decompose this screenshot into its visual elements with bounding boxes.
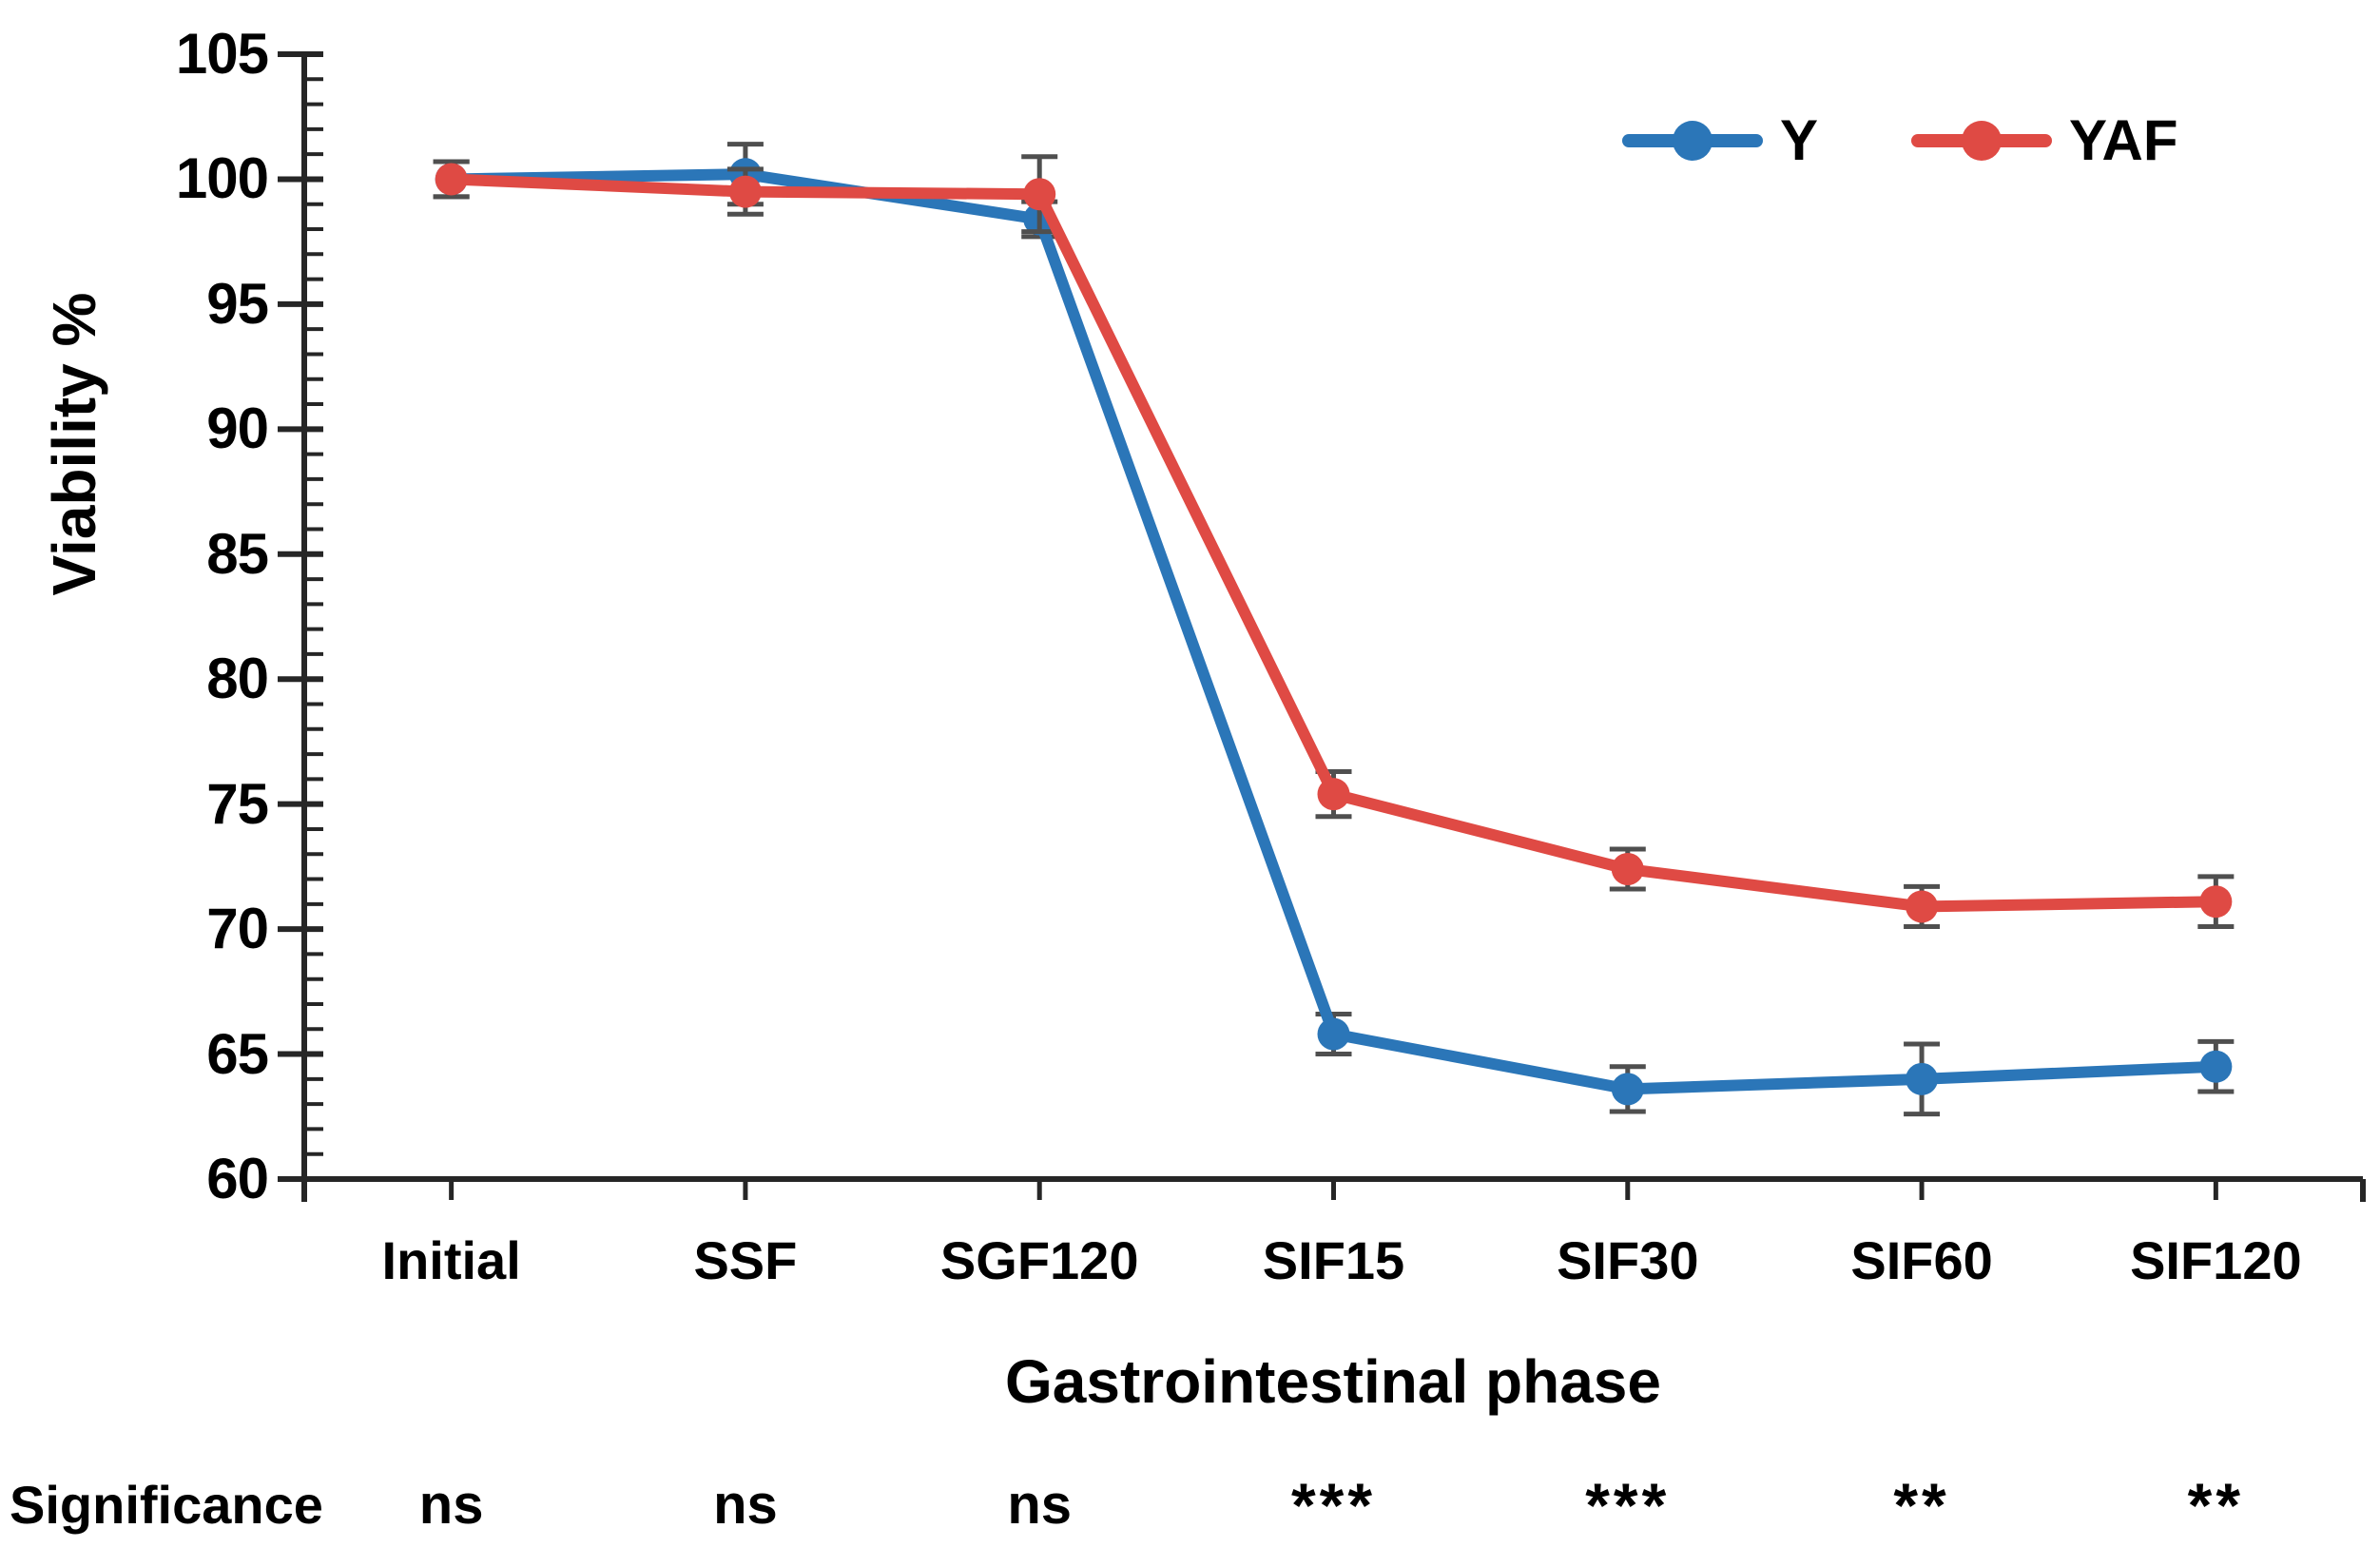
significance-value: ns (418, 1474, 484, 1536)
significance-value: *** (1290, 1470, 1377, 1540)
data-point-y (1317, 1017, 1350, 1051)
y-tick-label: 100 (175, 146, 269, 211)
data-point-y (1611, 1073, 1644, 1106)
data-point-y (1906, 1062, 1939, 1095)
x-tick-label: SIF15 (1262, 1230, 1405, 1290)
data-point-yaf (1023, 178, 1056, 211)
y-tick-label: 85 (206, 521, 269, 586)
significance-row-label: Significance (10, 1475, 323, 1535)
significance-value: ns (1007, 1474, 1073, 1536)
y-tick-label: 60 (206, 1147, 269, 1210)
legend-marker-y-icon (1622, 121, 1763, 161)
y-tick-label: 70 (206, 897, 269, 961)
y-tick-label: 95 (206, 271, 269, 336)
circle-marker-icon (1673, 121, 1712, 161)
x-tick-label: SIF120 (2130, 1230, 2302, 1290)
y-tick-label: 105 (175, 22, 269, 86)
y-tick-label: 65 (206, 1021, 269, 1086)
x-tick-label: SSF (693, 1230, 798, 1290)
x-tick-label: SGF120 (939, 1230, 1139, 1290)
y-tick-label: 90 (206, 397, 269, 461)
data-point-yaf (1906, 890, 1939, 923)
legend-marker-yaf-icon (1911, 121, 2053, 161)
x-tick-label: SIF30 (1557, 1230, 1699, 1290)
significance-value: ns (713, 1474, 778, 1536)
legend-label-yaf: YAF (2069, 108, 2178, 172)
legend-label-y: Y (1780, 108, 1819, 172)
data-point-yaf (1317, 778, 1350, 811)
data-point-yaf (728, 175, 762, 208)
circle-marker-icon (1962, 121, 2003, 161)
x-tick-label: SIF60 (1850, 1230, 1993, 1290)
x-axis-title: Gastrointestinal phase (1005, 1347, 1661, 1416)
significance-value: *** (1585, 1470, 1671, 1540)
data-point-yaf (2199, 885, 2233, 919)
data-point-yaf (435, 163, 468, 196)
x-tick-label: Initial (381, 1230, 521, 1290)
data-point-yaf (1611, 853, 1644, 886)
significance-value: ** (2187, 1470, 2245, 1540)
y-tick-label: 80 (206, 647, 269, 711)
legend-item-y: Y (1622, 112, 1818, 169)
legend-item-yaf: YAF (1911, 112, 2178, 169)
significance-value: ** (1893, 1470, 1950, 1540)
legend: Y YAF (1622, 112, 2178, 169)
y-tick-label: 75 (206, 771, 269, 836)
data-point-y (2199, 1050, 2233, 1083)
